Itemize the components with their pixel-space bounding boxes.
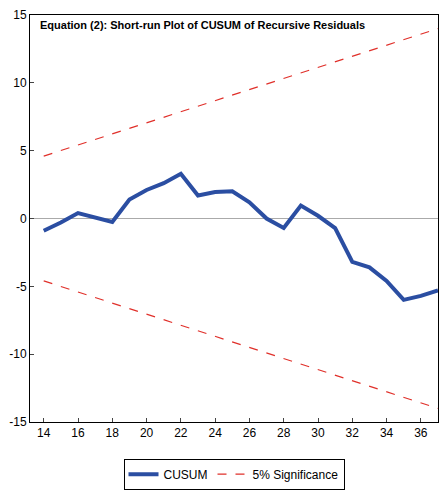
svg-text:CUSUM: CUSUM xyxy=(164,468,208,482)
svg-text:30: 30 xyxy=(311,426,325,440)
svg-text:10: 10 xyxy=(13,76,27,90)
svg-text:34: 34 xyxy=(380,426,394,440)
svg-text:26: 26 xyxy=(243,426,257,440)
svg-text:-15: -15 xyxy=(9,415,27,429)
svg-text:16: 16 xyxy=(71,426,85,440)
svg-text:15: 15 xyxy=(13,8,27,22)
svg-text:0: 0 xyxy=(20,212,27,226)
svg-text:-5: -5 xyxy=(16,280,27,294)
svg-text:Equation (2): Short-run Plot o: Equation (2): Short-run Plot of CUSUM of… xyxy=(40,19,365,31)
svg-text:28: 28 xyxy=(277,426,291,440)
svg-text:22: 22 xyxy=(174,426,188,440)
svg-text:24: 24 xyxy=(208,426,222,440)
svg-text:5% Significance: 5% Significance xyxy=(253,468,339,482)
svg-text:36: 36 xyxy=(414,426,428,440)
svg-text:32: 32 xyxy=(346,426,360,440)
svg-text:20: 20 xyxy=(140,426,154,440)
svg-text:5: 5 xyxy=(20,144,27,158)
svg-text:-10: -10 xyxy=(9,347,27,361)
svg-text:18: 18 xyxy=(106,426,120,440)
svg-text:14: 14 xyxy=(37,426,51,440)
